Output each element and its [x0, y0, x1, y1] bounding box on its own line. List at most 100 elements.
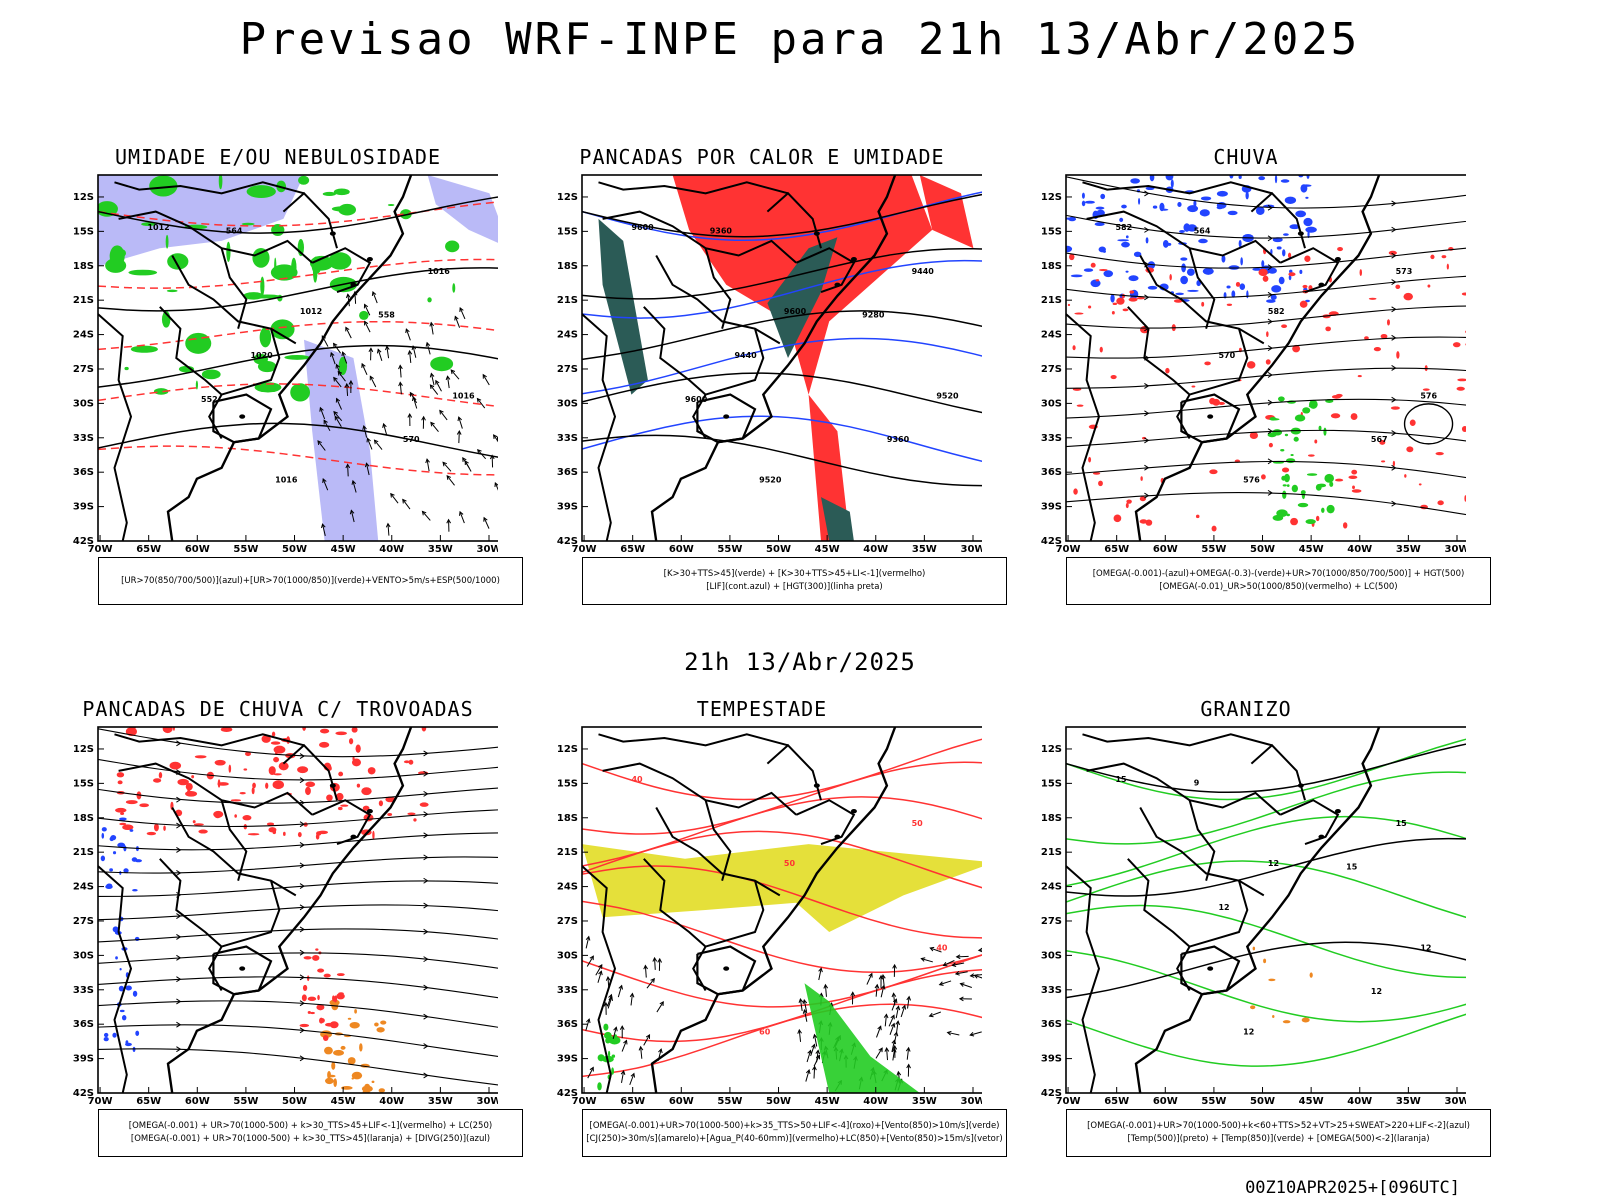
precip-cell: [1317, 483, 1327, 488]
precip-cell: [1147, 261, 1156, 269]
streamline: [1066, 367, 1466, 389]
precip-cell: [1088, 456, 1092, 463]
contour-labels: 15 12 12 12 15 12 12 9 15: [1115, 775, 1431, 1037]
contour-label: 1016: [452, 391, 475, 400]
precip-cell: [338, 356, 348, 376]
precip-cell: [1461, 426, 1466, 433]
country-border: [220, 247, 248, 329]
country-border: [114, 181, 305, 195]
wind-arrowhead: [811, 1043, 816, 1049]
humidity-area-front: [304, 339, 379, 541]
flow-arrowhead: [423, 832, 429, 839]
contour-label: 9520: [759, 475, 782, 484]
lon-label: 35W: [912, 1096, 937, 1107]
precip-cell: [228, 764, 232, 773]
country-border: [1279, 247, 1340, 294]
contour-line: [98, 258, 498, 289]
convection-area-red-south: [808, 394, 850, 541]
contours: [582, 738, 982, 1078]
contour-line: [582, 1003, 982, 1078]
wind-arrowhead: [439, 409, 444, 415]
precip-cell: [1314, 439, 1318, 444]
wind-arrow: [891, 1040, 896, 1053]
precip-cell: [1337, 247, 1343, 252]
country-border: [795, 799, 856, 846]
flow-arrowhead: [1144, 410, 1150, 417]
streamline: [1066, 492, 1466, 516]
lat-label: 33S: [73, 433, 94, 444]
wind-arrowhead: [368, 347, 374, 353]
wind-arrowhead: [638, 1045, 644, 1051]
wind-arrowhead: [462, 456, 467, 462]
precip-cell: [1266, 331, 1269, 338]
precip-cell: [1305, 226, 1317, 233]
lon-label: 55W: [233, 544, 258, 555]
precip-cell: [1404, 474, 1407, 478]
wind-arrowhead: [890, 1022, 896, 1028]
panel-legend: [K>30+TTS>45](verde) + [K>30+TTS>45+LI<-…: [582, 557, 1007, 605]
flow-arrowhead: [176, 740, 182, 747]
panel-granizo: GRANIZO 15 12 12 12 15 12 12 9 15 12S 15S 18S 21S 24S…: [1026, 697, 1491, 1177]
flow-arrowhead: [1144, 383, 1150, 389]
wind-arrowhead: [954, 971, 960, 976]
precip-cell: [158, 182, 163, 185]
wind-arrowhead: [345, 463, 351, 469]
precip-cell: [1386, 319, 1390, 326]
lat-label: 21S: [73, 847, 94, 858]
precip-cell: [1465, 330, 1466, 334]
wind-arrow: [374, 439, 383, 450]
precip-cell: [1083, 268, 1094, 272]
precip-cell: [1281, 475, 1286, 481]
precip-cell: [1072, 345, 1076, 351]
precip-cell: [1125, 502, 1129, 509]
contour-label: 60: [759, 1027, 771, 1036]
wind-arrowhead: [349, 509, 355, 515]
panel-title: GRANIZO: [1200, 697, 1292, 721]
precip-cell: [1239, 283, 1246, 291]
wind-arrow: [334, 416, 342, 427]
wind-arrowhead: [334, 415, 339, 421]
precip-cell: [1359, 269, 1363, 277]
wind-arrow: [454, 316, 461, 328]
wind-arrowhead: [407, 349, 413, 355]
map-layers: 9600 9600 9520 9520 9440 9440 9360 9360 9280 9600: [582, 175, 982, 541]
lat-label: 39S: [1041, 1054, 1062, 1065]
precip-cell: [1116, 297, 1125, 305]
precip-cell: [298, 175, 310, 185]
precip-cell: [103, 1032, 109, 1038]
precip-cell: [132, 889, 138, 892]
wind-arrow: [363, 425, 368, 438]
precip-cell: [347, 1017, 352, 1020]
wind-arrow: [477, 449, 487, 460]
precip-cell: [1175, 292, 1184, 296]
wind-arrowhead: [317, 440, 322, 445]
precip-cell: [1305, 299, 1310, 303]
wind-arrow: [482, 374, 490, 386]
wind-arrowhead: [390, 492, 395, 498]
precip-cell: [119, 817, 127, 821]
precip-cell: [1342, 522, 1348, 529]
wind-arrowhead: [906, 995, 912, 1001]
precip-cell: [408, 759, 414, 765]
country-border: [643, 306, 707, 396]
map-tempestade: 40 50 40 60 50 12S 15S 18S 21S 24S 27S 30S 33S 36S 39S…: [557, 726, 982, 1107]
wind-arrow: [956, 955, 969, 958]
wind-arrow: [895, 1006, 900, 1019]
precip-cell: [242, 815, 252, 821]
wind-arrowhead: [382, 422, 387, 428]
map-layers: 40 50 40 60 50: [582, 738, 982, 1093]
precip-cell: [1335, 478, 1344, 482]
panel-title: CHUVA: [1213, 145, 1279, 169]
precip-cell: [187, 789, 191, 796]
wind-arrowhead: [398, 381, 403, 387]
precip-cell: [284, 355, 310, 360]
streamline: [1066, 176, 1466, 209]
wind-arrowhead: [483, 516, 488, 522]
precip-cell: [1088, 305, 1092, 309]
wind-arrow: [813, 1034, 818, 1047]
wind-arrow: [955, 971, 968, 975]
wind-arrow: [654, 957, 656, 970]
precip-cell: [177, 778, 189, 786]
precip-cell: [115, 807, 127, 813]
